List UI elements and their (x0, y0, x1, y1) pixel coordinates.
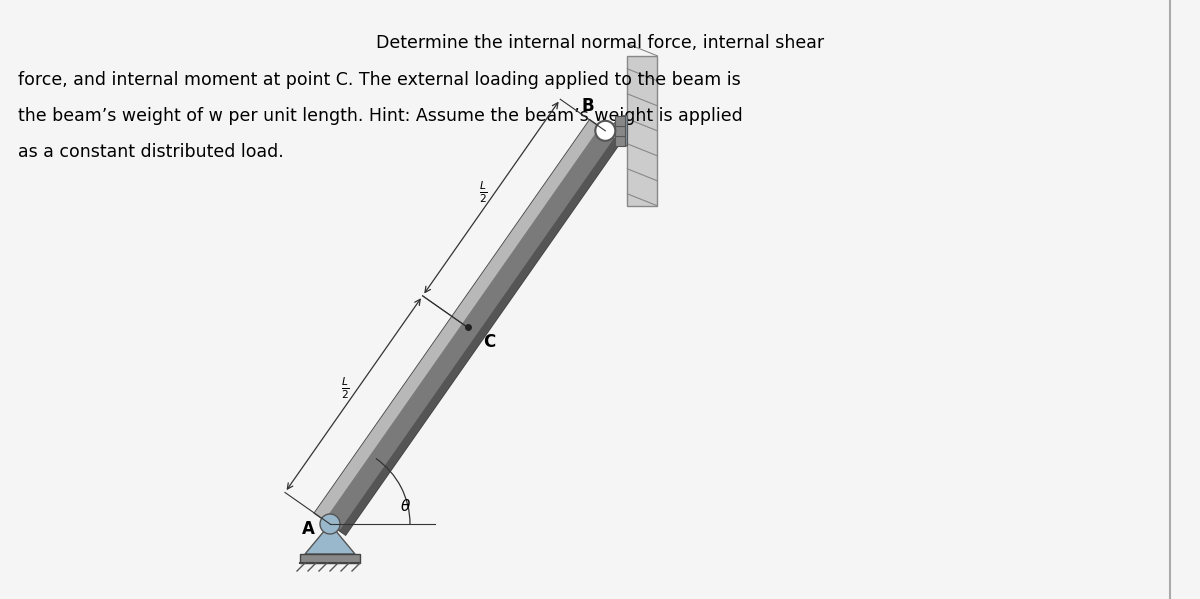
Polygon shape (314, 120, 620, 535)
Text: $\frac{L}{2}$: $\frac{L}{2}$ (341, 376, 350, 401)
Polygon shape (314, 120, 600, 520)
Text: A: A (301, 520, 314, 538)
Bar (616, 126, 625, 136)
Text: B: B (581, 97, 594, 115)
Text: Determine the internal normal force, internal shear: Determine the internal normal force, int… (376, 34, 824, 52)
Bar (300, 554, 360, 563)
Bar (628, 56, 658, 206)
Text: as a constant distributed load.: as a constant distributed load. (18, 143, 283, 161)
Polygon shape (340, 137, 620, 535)
Text: the beam’s weight of w per unit length. Hint: Assume the beam’s weight is applie: the beam’s weight of w per unit length. … (18, 107, 743, 125)
Text: C: C (484, 334, 496, 352)
Circle shape (595, 121, 616, 141)
Bar (616, 116, 625, 126)
Circle shape (320, 514, 340, 534)
Polygon shape (305, 524, 355, 554)
Text: $\theta$: $\theta$ (401, 498, 412, 513)
Text: force, and internal moment at point C. The external loading applied to the beam : force, and internal moment at point C. T… (18, 71, 740, 89)
Text: $\frac{L}{2}$: $\frac{L}{2}$ (479, 179, 487, 205)
Polygon shape (605, 116, 628, 146)
Bar (616, 136, 625, 146)
